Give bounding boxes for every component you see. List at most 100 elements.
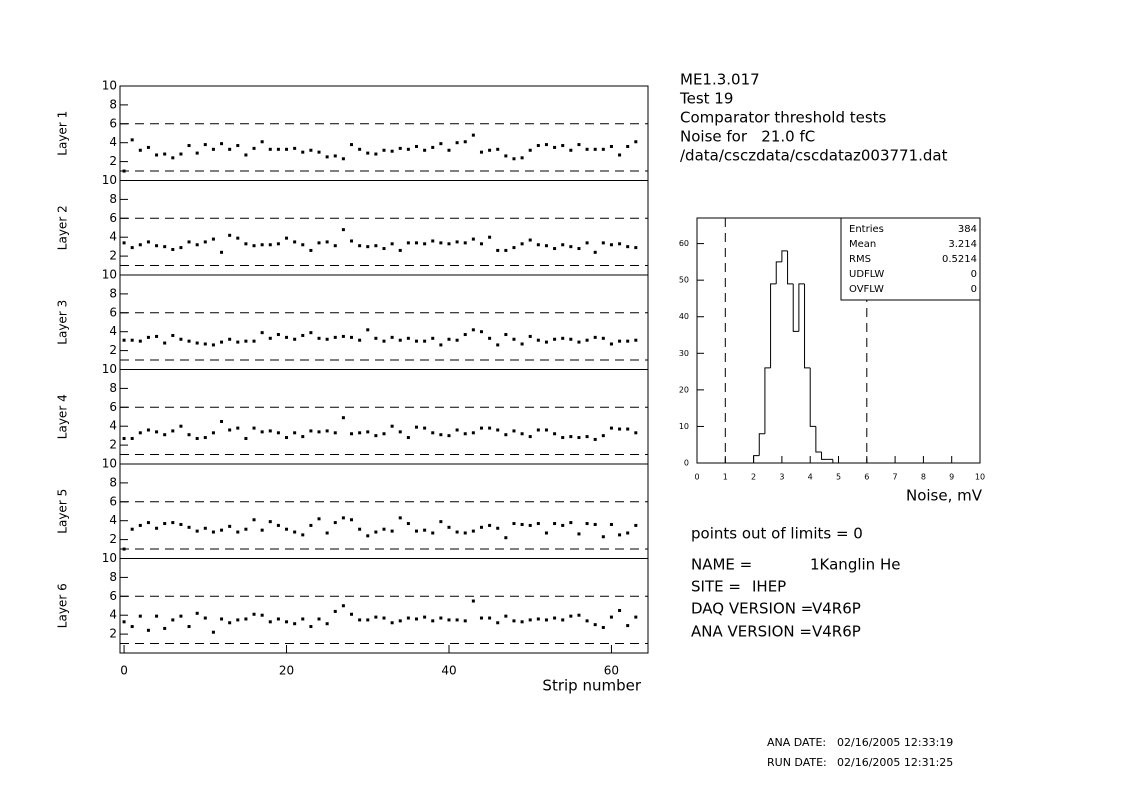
point <box>528 148 532 152</box>
point <box>146 240 150 244</box>
point <box>463 531 467 535</box>
point <box>634 246 638 250</box>
point <box>187 433 191 437</box>
point <box>301 150 305 154</box>
point <box>553 247 557 251</box>
point <box>496 428 500 432</box>
point <box>122 169 126 173</box>
point <box>146 428 150 432</box>
point <box>512 522 516 526</box>
point <box>431 431 435 435</box>
point <box>203 616 207 620</box>
point <box>423 528 427 532</box>
point <box>382 148 386 152</box>
point <box>626 339 630 343</box>
point <box>455 618 459 622</box>
y-axis-label: Layer 2 <box>56 205 70 250</box>
point <box>382 247 386 251</box>
point <box>447 148 451 152</box>
point <box>228 621 232 625</box>
point <box>163 245 167 249</box>
info-value: V4R6P <box>812 623 861 641</box>
y-tick-label: 10 <box>679 422 689 431</box>
summary: points out of limits = 0 <box>691 525 863 543</box>
point <box>601 625 605 629</box>
x-tick-label: 10 <box>975 473 985 482</box>
point <box>171 333 175 337</box>
y-tick-label: 2 <box>109 154 117 168</box>
stats-box <box>840 217 981 301</box>
point <box>553 522 557 526</box>
header-line: ME1.3.017 <box>680 71 760 89</box>
panel-frame <box>119 180 649 276</box>
point <box>260 528 264 532</box>
point <box>252 339 256 343</box>
point <box>398 146 402 150</box>
y-tick-label: 6 <box>109 116 117 130</box>
y-axis-label: Layer 3 <box>56 300 70 345</box>
point <box>317 430 321 434</box>
point <box>236 236 240 240</box>
point <box>593 250 597 254</box>
point <box>122 547 126 551</box>
point <box>536 338 540 342</box>
point <box>528 435 532 439</box>
point <box>325 155 329 159</box>
point <box>618 533 622 537</box>
x-tick-label: 20 <box>279 664 294 678</box>
point <box>455 530 459 534</box>
y-tick-label: 6 <box>109 400 117 414</box>
point <box>268 243 272 247</box>
point <box>593 335 597 339</box>
point <box>374 244 378 248</box>
point <box>520 342 524 346</box>
point <box>553 432 557 436</box>
point <box>268 520 272 524</box>
x-tick-label: 6 <box>864 473 869 482</box>
point <box>285 436 289 440</box>
point <box>520 620 524 624</box>
point <box>309 625 313 629</box>
point <box>471 431 475 435</box>
point <box>626 427 630 431</box>
point <box>398 516 402 520</box>
point <box>423 615 427 619</box>
point <box>171 429 175 433</box>
point <box>130 338 134 342</box>
point <box>463 432 467 436</box>
point <box>195 243 199 247</box>
point <box>455 141 459 145</box>
panel-frame <box>119 463 649 559</box>
point <box>179 152 183 156</box>
point <box>203 143 207 147</box>
point <box>447 525 451 529</box>
y-tick-label: 8 <box>109 381 117 395</box>
point <box>479 426 483 430</box>
point <box>285 147 289 151</box>
point <box>195 341 199 345</box>
point <box>414 425 418 429</box>
point <box>187 240 191 244</box>
hist-bin <box>821 452 828 460</box>
point <box>236 530 240 534</box>
point <box>626 531 630 535</box>
y-tick-label: 2 <box>109 343 117 357</box>
point <box>423 426 427 430</box>
hist-bin <box>792 283 799 332</box>
point <box>382 339 386 343</box>
point <box>244 339 248 343</box>
point <box>195 436 199 440</box>
header-line: /data/csczdata/cscdataz003771.dat <box>680 147 948 165</box>
point <box>195 611 199 615</box>
point <box>163 152 167 156</box>
point <box>179 614 183 618</box>
point <box>520 432 524 436</box>
y-tick-label: 2 <box>109 532 117 546</box>
date-value: 02/16/2005 12:33:19 <box>837 736 953 749</box>
point <box>325 429 329 433</box>
point <box>414 144 418 148</box>
point <box>358 527 362 531</box>
date-label: RUN DATE: <box>767 756 827 769</box>
y-tick-label: 4 <box>109 419 117 433</box>
point <box>163 433 167 437</box>
